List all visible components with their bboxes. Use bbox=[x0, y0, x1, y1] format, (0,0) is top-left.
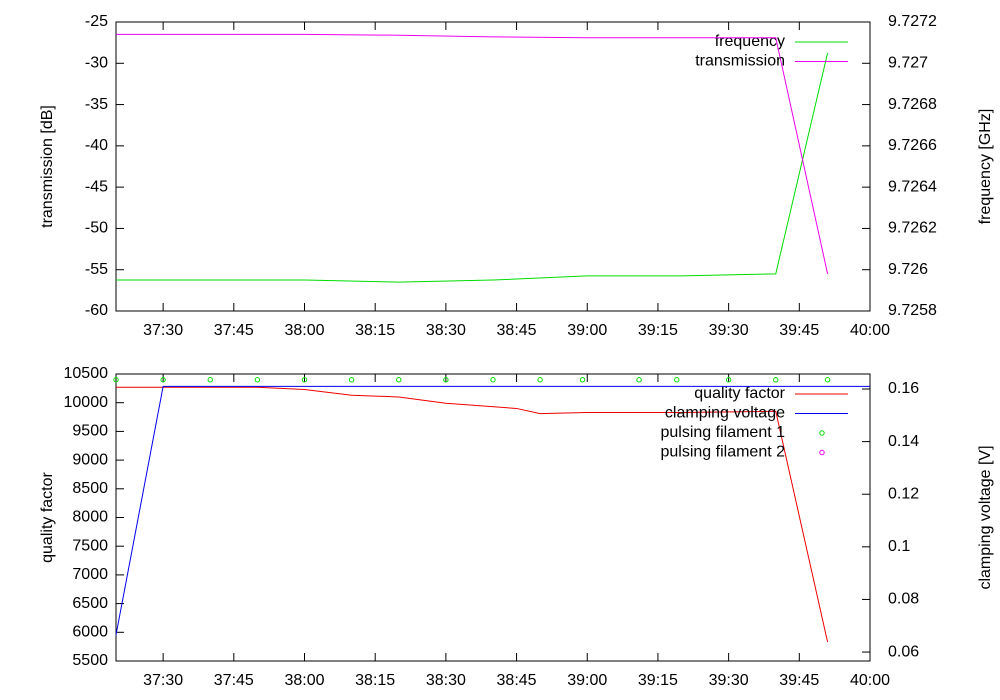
legend-label: pulsing filament 2 bbox=[660, 444, 785, 461]
y2-tick-label: 9.7262 bbox=[888, 220, 937, 237]
x-tick-label: 37:45 bbox=[214, 672, 254, 689]
y-tick-label: 7000 bbox=[72, 566, 108, 583]
y-tick-label: 9000 bbox=[72, 451, 108, 468]
x-tick-label: 38:00 bbox=[284, 672, 324, 689]
series-line bbox=[116, 33, 829, 274]
x-tick-label: 38:15 bbox=[355, 672, 395, 689]
data-point bbox=[579, 377, 586, 383]
legend-label: transmission bbox=[695, 53, 785, 70]
y-axis-label: transmission [dB] bbox=[39, 105, 56, 228]
y-axis-label: quality factor bbox=[39, 471, 56, 562]
x-tick-label: 39:15 bbox=[638, 672, 678, 689]
y2-tick-label: 0.12 bbox=[888, 485, 919, 502]
x-tick-label: 39:15 bbox=[638, 322, 678, 339]
y-tick-label: -50 bbox=[85, 220, 108, 237]
data-point bbox=[443, 377, 449, 383]
data-point bbox=[301, 377, 308, 383]
y-tick-label: 9500 bbox=[72, 423, 108, 440]
y2-tick-label: 0.08 bbox=[888, 591, 919, 608]
y-tick-label: 10000 bbox=[64, 394, 109, 411]
data-point bbox=[636, 377, 642, 383]
y-tick-label: 6500 bbox=[72, 595, 108, 612]
data-point bbox=[773, 377, 779, 383]
y2-axis-label: frequency [GHz] bbox=[977, 109, 994, 225]
plot-frame bbox=[115, 21, 871, 312]
y2-tick-label: 9.7258 bbox=[888, 302, 937, 319]
y-tick-label: -40 bbox=[85, 137, 108, 154]
y2-tick-label: 0.16 bbox=[888, 380, 919, 397]
y-tick-label: 10500 bbox=[64, 365, 109, 382]
y-tick-label: -45 bbox=[85, 178, 108, 195]
legend-marker bbox=[819, 449, 825, 456]
y2-tick-label: 9.727 bbox=[888, 55, 928, 72]
y-tick-label: 5500 bbox=[72, 652, 108, 669]
legend-marker bbox=[819, 430, 825, 436]
y-tick-label: 6000 bbox=[72, 624, 108, 641]
x-tick-label: 40:00 bbox=[850, 322, 890, 339]
y-tick-label: 8500 bbox=[72, 480, 108, 497]
series-line bbox=[115, 385, 870, 636]
series-line bbox=[116, 52, 829, 283]
y-tick-label: -25 bbox=[85, 13, 108, 30]
data-point bbox=[674, 377, 680, 383]
y2-tick-label: 0.06 bbox=[888, 643, 919, 660]
y-tick-label: -30 bbox=[85, 55, 108, 72]
x-tick-label: 37:30 bbox=[143, 672, 183, 689]
data-point bbox=[824, 377, 831, 383]
data-point bbox=[160, 377, 166, 383]
x-tick-label: 39:45 bbox=[779, 672, 819, 689]
y2-tick-label: 0.14 bbox=[888, 433, 919, 450]
x-tick-label: 38:00 bbox=[284, 322, 324, 339]
y2-tick-label: 0.1 bbox=[888, 538, 910, 555]
data-point bbox=[207, 377, 213, 383]
data-point bbox=[396, 377, 402, 383]
series-line bbox=[116, 386, 829, 643]
x-tick-label: 40:00 bbox=[850, 672, 890, 689]
x-tick-label: 38:30 bbox=[426, 322, 466, 339]
y2-tick-label: 9.7268 bbox=[888, 96, 937, 113]
y-tick-label: 7500 bbox=[72, 537, 108, 554]
y-tick-label: -55 bbox=[85, 261, 108, 278]
x-tick-label: 37:45 bbox=[214, 322, 254, 339]
legend-label: clamping voltage bbox=[665, 405, 785, 422]
y2-tick-label: 9.726 bbox=[888, 261, 928, 278]
data-point bbox=[254, 377, 261, 383]
y2-tick-label: 9.7272 bbox=[888, 13, 937, 30]
y-tick-label: 8000 bbox=[72, 509, 108, 526]
y-tick-label: -60 bbox=[85, 302, 108, 319]
x-tick-label: 39:00 bbox=[567, 672, 607, 689]
x-tick-label: 39:30 bbox=[709, 672, 749, 689]
x-tick-label: 39:45 bbox=[779, 322, 819, 339]
x-tick-label: 39:30 bbox=[709, 322, 749, 339]
x-tick-label: 39:00 bbox=[567, 322, 607, 339]
data-point bbox=[113, 377, 119, 383]
legend-label: frequency bbox=[715, 33, 785, 50]
y2-tick-label: 9.7264 bbox=[888, 178, 937, 195]
data-point bbox=[348, 377, 355, 383]
x-tick-label: 38:15 bbox=[355, 322, 395, 339]
x-tick-label: 37:30 bbox=[143, 322, 183, 339]
data-point bbox=[537, 377, 543, 383]
legend-label: quality factor bbox=[694, 385, 785, 402]
data-point bbox=[490, 377, 496, 383]
y-tick-label: -35 bbox=[85, 96, 108, 113]
x-tick-label: 38:45 bbox=[497, 322, 537, 339]
x-tick-label: 38:30 bbox=[426, 672, 466, 689]
y2-axis-label: clamping voltage [V] bbox=[977, 445, 994, 589]
legend-label: pulsing filament 1 bbox=[660, 424, 785, 441]
x-tick-label: 38:45 bbox=[497, 672, 537, 689]
data-point bbox=[725, 377, 732, 383]
y2-tick-label: 9.7266 bbox=[888, 137, 937, 154]
